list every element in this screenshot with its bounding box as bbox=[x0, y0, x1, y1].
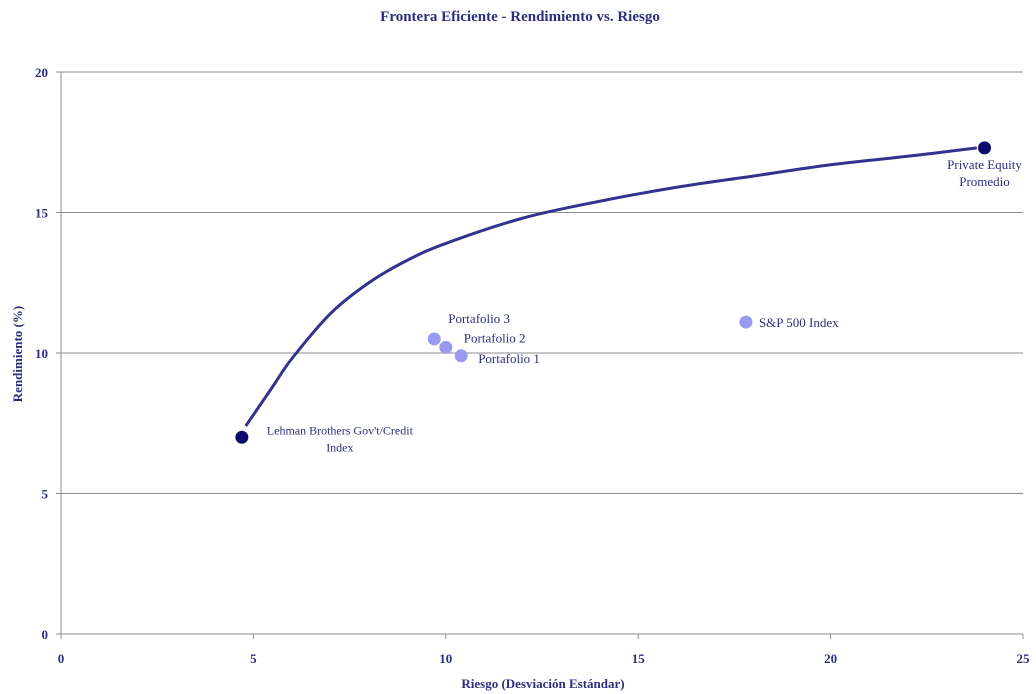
point-label-lehman-brothers-gov-t-credit-index: Lehman Brothers Gov't/Credit bbox=[267, 423, 414, 437]
point-s-p-500-index bbox=[739, 315, 753, 329]
x-tick-label: 20 bbox=[824, 651, 837, 666]
efficient-frontier-curve bbox=[244, 146, 978, 427]
y-tick-label: 15 bbox=[35, 206, 49, 221]
tick-labels: 0 5 10 15 20 0 5 10 15 20 25 bbox=[35, 65, 1030, 666]
data-points bbox=[235, 141, 992, 444]
y-axis-label: Rendimiento (%) bbox=[10, 306, 25, 402]
point-portafolio-3 bbox=[427, 332, 441, 346]
point-portafolio-2 bbox=[439, 340, 453, 354]
point-label-s-p-500-index: S&P 500 Index bbox=[759, 315, 839, 330]
x-tick-label: 10 bbox=[439, 651, 452, 666]
axes bbox=[56, 71, 1024, 639]
point-label-lehman-brothers-gov-t-credit-index: Index bbox=[326, 440, 353, 454]
x-tick-label: 0 bbox=[58, 651, 65, 666]
point-label-portafolio-1: Portafolio 1 bbox=[478, 351, 540, 366]
point-portafolio-1 bbox=[454, 349, 468, 363]
point-private-equity-promedio bbox=[978, 141, 992, 155]
chart-title: Frontera Eficiente - Rendimiento vs. Rie… bbox=[380, 9, 660, 25]
y-tick-label: 10 bbox=[35, 346, 48, 361]
point-labels: Lehman Brothers Gov't/Credit Index Private… bbox=[267, 157, 1023, 454]
y-tick-label: 5 bbox=[42, 487, 49, 502]
point-label-private-equity-promedio: Promedio bbox=[959, 174, 1010, 189]
point-label-private-equity-promedio: Private Equity bbox=[947, 157, 1022, 172]
y-tick-label: 0 bbox=[42, 627, 49, 642]
point-label-portafolio-2: Portafolio 2 bbox=[464, 330, 526, 345]
x-tick-label: 15 bbox=[632, 651, 646, 666]
point-label-portafolio-3: Portafolio 3 bbox=[448, 311, 510, 326]
x-tick-label: 25 bbox=[1017, 651, 1031, 666]
point-lehman-brothers-gov-t-credit-index bbox=[235, 430, 249, 444]
y-tick-label: 20 bbox=[35, 65, 48, 80]
x-tick-label: 5 bbox=[250, 651, 257, 666]
x-axis-label: Riesgo (Desviación Estándar) bbox=[461, 676, 624, 691]
grid-lines bbox=[61, 71, 1023, 494]
